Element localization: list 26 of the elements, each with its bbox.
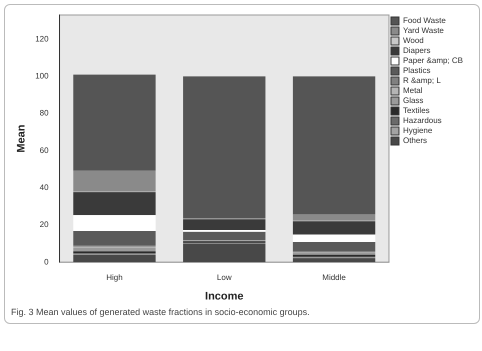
y-tick-label: 0 [44, 257, 50, 266]
legend-label: Hygiene [402, 126, 433, 136]
y-tick-label: 80 [40, 108, 50, 118]
legend-label: Others [402, 136, 427, 146]
legend-label: Textiles [402, 106, 430, 116]
legend-label: R &amp; L [402, 76, 442, 86]
y-tick-label: 100 [35, 72, 50, 81]
legend-label: Metal [402, 86, 423, 96]
legend-label: Paper &amp; CB [402, 56, 464, 66]
y-tick-label: 20 [40, 220, 50, 230]
x-tick-label: High [106, 273, 123, 282]
legend-label: Wood [402, 36, 424, 46]
x-tick-label: Middle [322, 273, 346, 282]
y-axis-title: Mean [16, 124, 28, 153]
legend-label: Food Waste [402, 16, 446, 26]
y-tick-label: 120 [35, 34, 50, 44]
legend-label: Hazardous [402, 116, 442, 126]
legend-label: Plastics [402, 66, 431, 76]
caption: Fig. 3 Mean values of generated waste fractions in socio-economic groups. [11, 307, 311, 317]
y-tick-label: 40 [40, 183, 50, 192]
legend-label: Diapers [402, 46, 431, 56]
legend-label: Glass [402, 96, 424, 106]
x-axis-title: Income [205, 290, 244, 302]
legend-label: Yard Waste [402, 26, 444, 36]
y-tick-label: 60 [40, 146, 50, 155]
x-tick-label: Low [216, 273, 232, 282]
